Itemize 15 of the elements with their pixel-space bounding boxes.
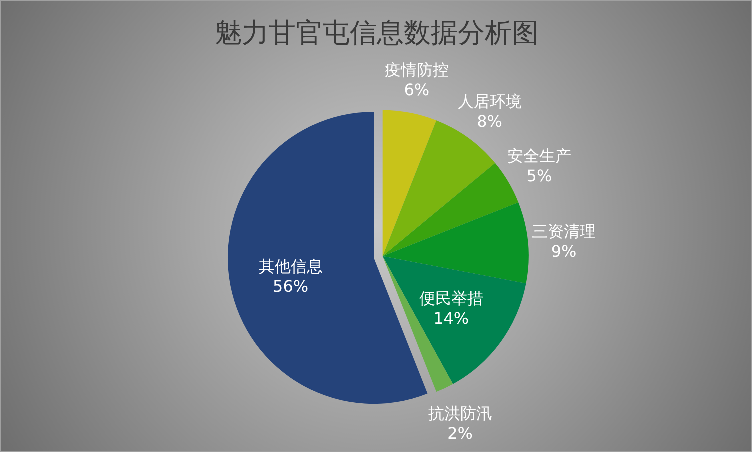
data-label: 2% [448, 424, 474, 443]
slice-label: 安全生产 [507, 146, 572, 166]
data-label: 56% [273, 276, 309, 296]
data-label: 8% [477, 112, 503, 132]
slice-label: 疫情防控 [384, 60, 449, 80]
data-label: 14% [434, 309, 470, 328]
data-label: 5% [526, 166, 552, 186]
slice-label: 三资清理 [532, 222, 596, 242]
slice-label: 便民举措 [419, 289, 484, 308]
data-label: 9% [551, 242, 577, 262]
slice-label: 人居环境 [458, 92, 522, 112]
chart-title: 魅力甘官屯信息数据分析图 [214, 17, 540, 51]
data-label: 6% [404, 80, 430, 100]
slice-label: 其他信息 [258, 256, 323, 276]
slice-label: 抗洪防汛 [428, 404, 492, 423]
